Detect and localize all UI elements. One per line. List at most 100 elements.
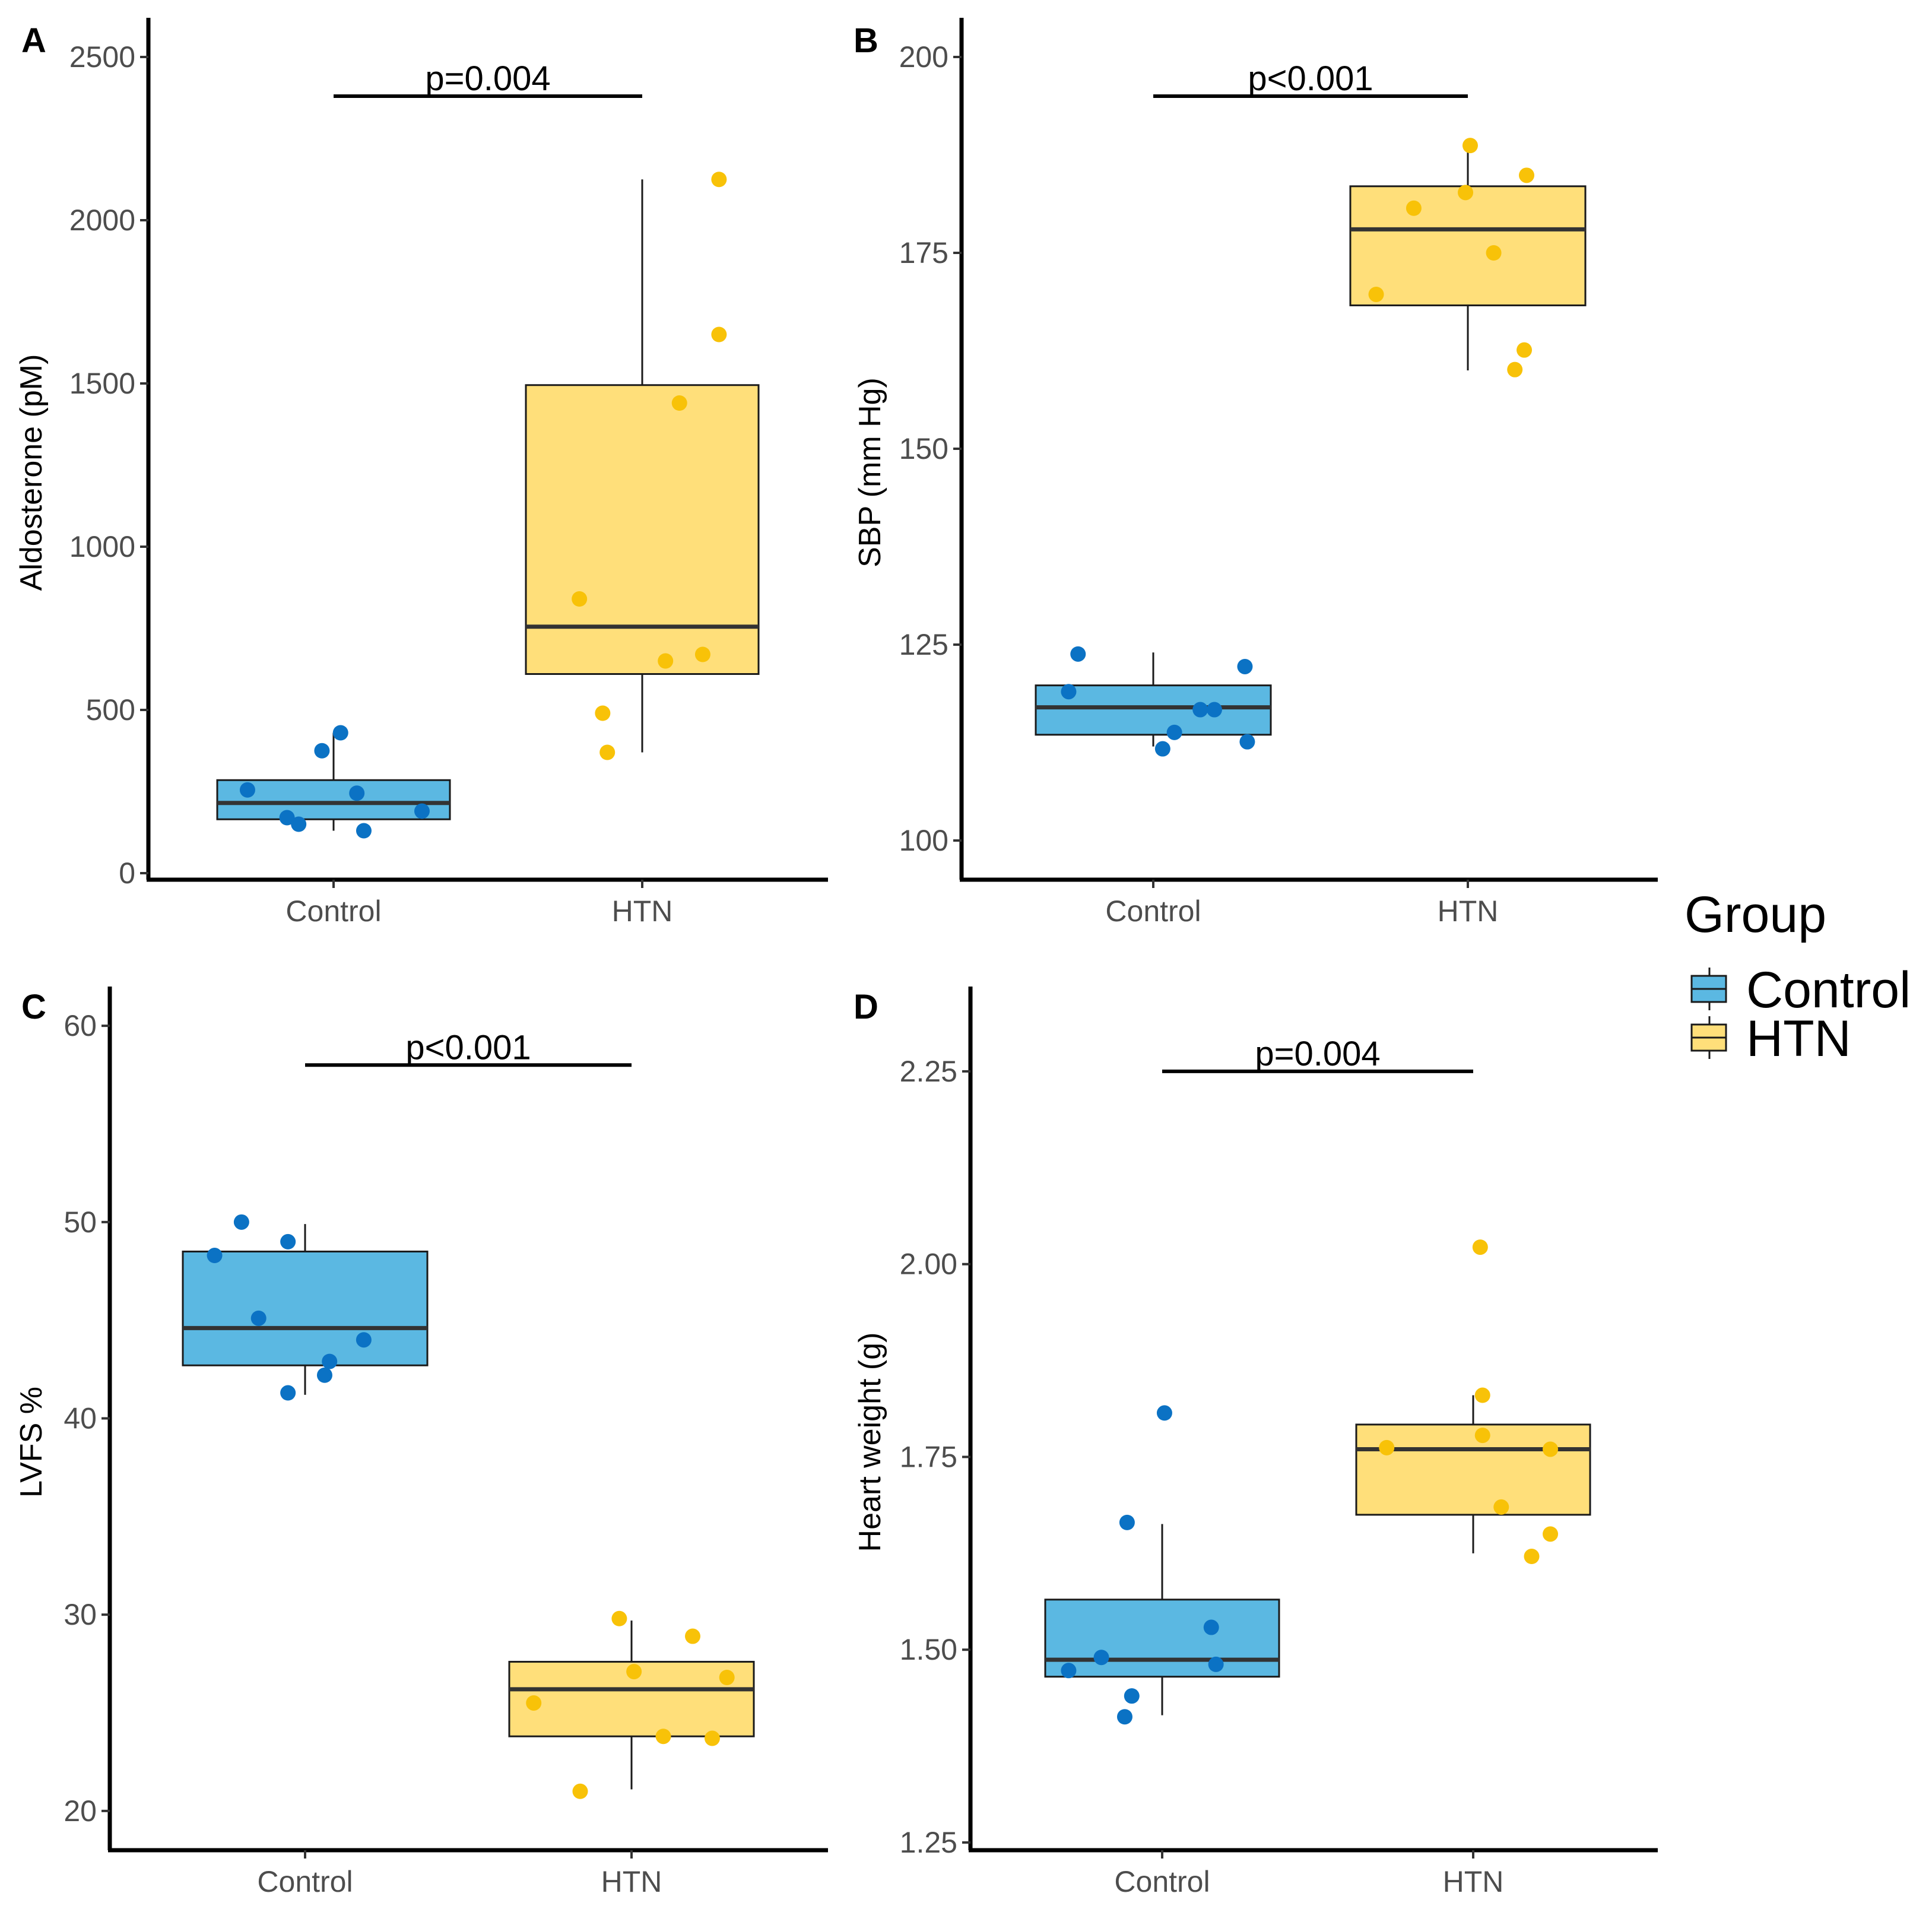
legend-key-htn <box>1690 1016 1727 1059</box>
data-point-control-a <box>279 810 295 826</box>
data-point-htn-a <box>595 705 611 721</box>
y-tick-label-a: 1000 <box>69 530 135 563</box>
data-point-control-a <box>239 782 255 798</box>
data-point-htn-c <box>685 1628 700 1644</box>
data-point-htn-d <box>1493 1499 1509 1515</box>
data-point-control-b <box>1166 724 1182 740</box>
data-point-htn-b <box>1458 185 1474 201</box>
panel-letter-d: D <box>854 988 878 1026</box>
data-point-control-d <box>1061 1663 1077 1679</box>
data-point-htn-b <box>1507 361 1523 378</box>
y-tick-label-c: 60 <box>64 1009 97 1042</box>
data-point-control-c <box>280 1385 296 1401</box>
data-point-control-c <box>207 1248 223 1264</box>
data-point-htn-c <box>719 1670 735 1685</box>
box-control-d <box>1044 1599 1280 1678</box>
panel-b: B 100 125 150 175 200 Control HTN SBP (mm Hg) p<0… <box>853 18 1658 928</box>
y-tick-label-c: 40 <box>64 1402 97 1435</box>
data-point-control-c <box>356 1332 372 1348</box>
y-tick-label-c: 30 <box>64 1598 97 1631</box>
data-point-htn-a <box>671 395 687 411</box>
data-point-control-b <box>1192 702 1208 718</box>
x-tick-label-d: HTN <box>1443 1865 1504 1898</box>
p-value-label-d: p=0.004 <box>1255 1035 1380 1073</box>
data-point-control-b <box>1154 741 1170 757</box>
box-control-c <box>182 1250 429 1366</box>
data-point-htn-a <box>599 744 616 760</box>
data-point-htn-d <box>1474 1387 1490 1403</box>
y-tick-label-c: 20 <box>64 1794 97 1828</box>
data-point-control-b <box>1061 684 1077 700</box>
data-point-htn-c <box>704 1730 720 1746</box>
y-tick-label-b: 175 <box>899 236 948 269</box>
data-point-htn-d <box>1543 1526 1559 1542</box>
data-point-control-a <box>291 816 307 832</box>
data-point-htn-c <box>526 1695 542 1711</box>
data-point-control-d <box>1203 1619 1219 1635</box>
data-point-htn-b <box>1486 245 1502 261</box>
legend-title: Group <box>1684 886 1826 943</box>
legend-label-htn: HTN <box>1746 1010 1851 1067</box>
y-axis-title-c: LVFS % <box>14 1387 49 1498</box>
data-point-control-d <box>1119 1514 1135 1530</box>
data-point-htn-a <box>572 591 588 607</box>
y-axis-title-d: Heart weight (g) <box>853 1333 887 1552</box>
p-value-label-a: p=0.004 <box>425 59 550 98</box>
x-tick-label-c: Control <box>257 1865 353 1898</box>
legend-label-control: Control <box>1746 962 1911 1019</box>
y-tick-label-d: 2.25 <box>900 1055 957 1088</box>
data-point-control-b <box>1239 734 1255 750</box>
y-tick-label-a: 2500 <box>69 40 135 74</box>
y-tick-label-a: 2000 <box>69 204 135 237</box>
box-htn-b <box>1349 185 1587 306</box>
x-tick-label-a: HTN <box>612 895 673 928</box>
data-point-control-d <box>1116 1709 1132 1725</box>
data-point-htn-a <box>711 172 727 188</box>
x-tick-label-d: Control <box>1114 1865 1210 1898</box>
legend: Group Control HTN <box>1684 886 1911 1067</box>
data-point-htn-c <box>655 1729 671 1745</box>
data-point-control-c <box>316 1367 332 1383</box>
data-point-control-a <box>414 803 430 819</box>
data-point-htn-d <box>1543 1441 1559 1457</box>
panels: A 0 500 1000 1500 2000 2500 Control HTN Aldostero… <box>14 18 1658 1898</box>
panel-letter-a: A <box>21 21 46 60</box>
p-value-label-b: p<0.001 <box>1248 59 1373 98</box>
box-control-a <box>216 779 451 820</box>
y-tick-label-b: 100 <box>899 824 948 857</box>
y-tick-label-d: 1.25 <box>900 1826 957 1859</box>
panel-c: C 20 30 40 50 60 Control HTN LVFS % p<0.001 <box>14 987 828 1898</box>
data-point-htn-d <box>1524 1549 1540 1565</box>
y-axis-title-b: SBP (mm Hg) <box>853 378 887 567</box>
y-tick-label-b: 150 <box>899 432 948 465</box>
data-point-htn-b <box>1517 342 1533 358</box>
data-point-control-d <box>1124 1688 1140 1704</box>
y-tick-label-a: 1500 <box>69 367 135 400</box>
legend-key-control <box>1690 968 1727 1010</box>
x-tick-label-a: Control <box>285 895 381 928</box>
data-point-control-c <box>233 1214 249 1230</box>
data-point-control-c <box>322 1353 338 1369</box>
data-point-htn-b <box>1462 138 1478 154</box>
data-point-htn-d <box>1472 1239 1488 1255</box>
y-tick-label-b: 200 <box>899 40 948 74</box>
data-point-htn-a <box>711 326 727 342</box>
y-tick-label-a: 0 <box>119 857 135 890</box>
x-tick-label-c: HTN <box>601 1865 662 1898</box>
data-point-control-a <box>349 785 365 801</box>
x-tick-label-b: HTN <box>1438 895 1499 928</box>
data-point-htn-d <box>1379 1439 1395 1455</box>
data-point-control-d <box>1156 1405 1172 1421</box>
data-point-control-b <box>1237 658 1253 674</box>
data-point-htn-d <box>1474 1428 1490 1444</box>
data-point-control-b <box>1070 646 1086 662</box>
data-point-htn-c <box>626 1664 642 1680</box>
data-point-htn-b <box>1519 167 1534 183</box>
data-point-control-c <box>250 1310 267 1326</box>
data-point-htn-a <box>694 646 710 662</box>
y-axis-title-a: Aldosterone (pM) <box>14 354 49 591</box>
panel-d: D 1.25 1.50 1.75 2.00 2.25 Control HTN Heart wei… <box>853 987 1658 1898</box>
panel-a: A 0 500 1000 1500 2000 2500 Control HTN Aldostero… <box>14 18 828 928</box>
